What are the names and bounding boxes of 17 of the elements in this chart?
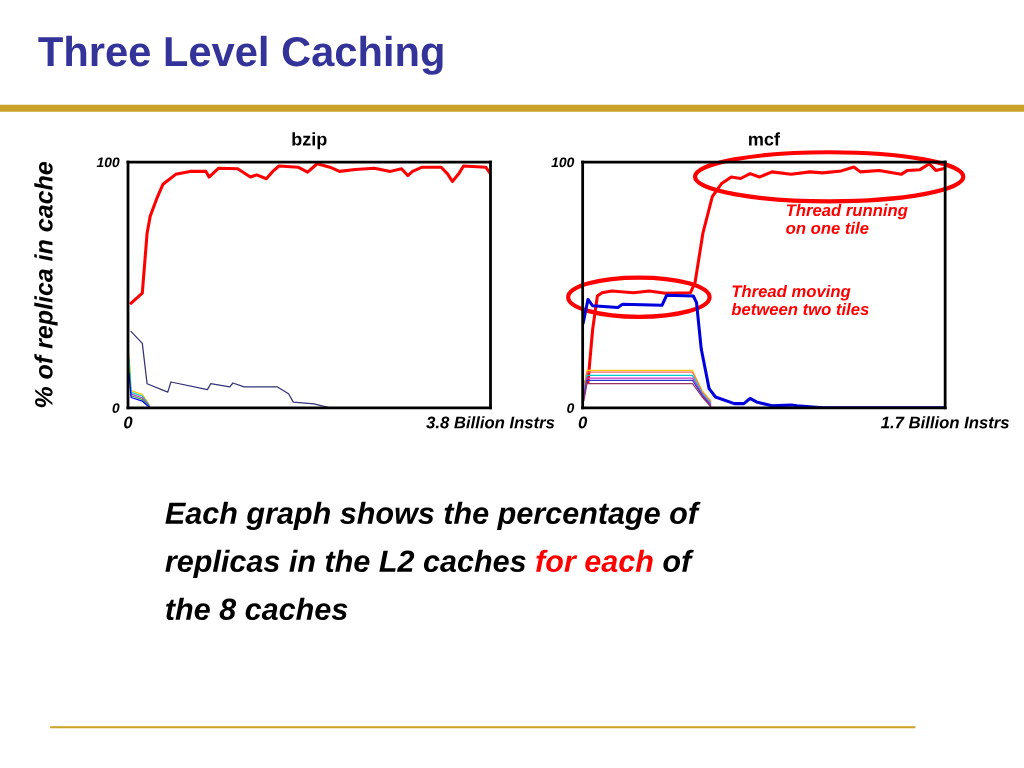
annotation: Thread running on one tile	[786, 203, 908, 235]
x-tick-label: 1.7 Billion Instrs	[881, 416, 1009, 429]
x-tick-label: 0	[578, 416, 588, 429]
text: replicas in the L2 caches	[165, 549, 526, 579]
text: for each	[536, 549, 653, 573]
text: Three Level Caching	[38, 35, 443, 75]
text: Each graph shows the percentage of	[165, 501, 701, 531]
annotation: Thread moving between two tiles	[731, 284, 869, 316]
x-tick-label: 0	[124, 416, 133, 429]
chart-title: mcf	[749, 132, 780, 146]
text: of	[663, 549, 694, 573]
y-axis-title: % of replica in cache	[34, 161, 58, 408]
y-tick-label: 100	[96, 157, 120, 168]
chart-title: bzip	[292, 132, 327, 150]
text: the 8 caches	[166, 597, 348, 621]
y-tick-label: 100	[551, 157, 575, 168]
x-tick-label: 3.8 Billion Instrs	[426, 416, 555, 429]
